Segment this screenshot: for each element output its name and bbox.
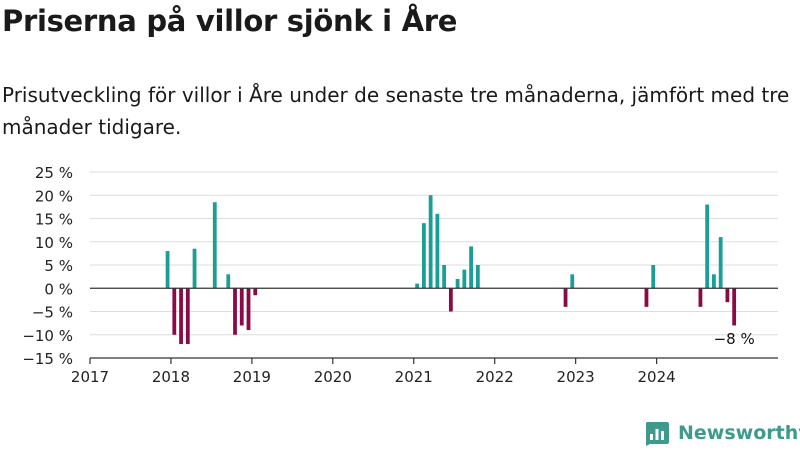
bar <box>712 274 716 289</box>
x-tick-label: 2017 <box>71 368 109 386</box>
bar <box>226 274 231 289</box>
y-tick-label: 10 % <box>35 234 73 252</box>
bar <box>165 251 170 289</box>
bar <box>192 248 197 289</box>
bar <box>698 288 703 307</box>
bar <box>570 274 575 289</box>
axes <box>89 287 778 364</box>
bar <box>651 265 656 289</box>
bar <box>462 269 467 289</box>
bar <box>448 288 453 312</box>
bar <box>246 288 251 331</box>
y-tick-label: 15 % <box>35 211 73 229</box>
annotations: −8 % <box>714 330 755 348</box>
bar <box>421 223 426 289</box>
bar <box>239 288 244 326</box>
bars <box>165 195 737 345</box>
bar <box>469 246 473 289</box>
bar <box>563 288 568 307</box>
bar <box>644 288 649 307</box>
bar <box>172 288 177 335</box>
x-tick-label: 2024 <box>637 368 675 386</box>
last-value-label: −8 % <box>714 330 755 348</box>
bar <box>718 237 723 289</box>
bar <box>705 204 710 289</box>
bar <box>415 283 420 289</box>
bar-chart-icon <box>646 422 669 446</box>
page-subtitle: Prisutveckling för villor i Åre under de… <box>2 83 790 139</box>
bar <box>185 288 190 345</box>
bar <box>725 288 730 303</box>
brand-logo: Newsworthy <box>644 420 800 446</box>
bar <box>212 202 217 289</box>
x-tick-label: 2019 <box>233 368 271 386</box>
y-tick-label: 0 % <box>44 280 73 298</box>
bar <box>253 288 258 296</box>
bar <box>732 288 737 326</box>
y-tick-label: 25 % <box>35 164 73 182</box>
bar <box>455 278 460 289</box>
x-tick-label: 2022 <box>476 368 514 386</box>
y-tick-label: −15 % <box>22 350 73 368</box>
bar <box>428 195 433 289</box>
page-title: Priserna på villor sjönk i Åre <box>2 4 458 38</box>
x-tick-label: 2018 <box>152 368 190 386</box>
brand-name: Newsworthy <box>678 422 800 444</box>
x-tick-label: 2021 <box>395 368 433 386</box>
y-tick-label: 20 % <box>35 187 73 205</box>
x-axis-tick-labels: 2017 2018 2019 2020 2021 2022 2023 2024 <box>71 368 676 386</box>
y-tick-label: 5 % <box>44 257 73 275</box>
y-axis-tick-labels: 25 % 20 % 15 % 10 % 5 % 0 % −5 % −10 % −15 % <box>22 164 73 368</box>
bar <box>435 213 440 289</box>
bar <box>179 288 183 345</box>
x-tick-label: 2020 <box>314 368 352 386</box>
bar <box>233 288 237 335</box>
y-tick-label: −10 % <box>22 327 73 345</box>
x-tick-label: 2023 <box>557 368 595 386</box>
bar <box>475 265 480 289</box>
y-tick-label: −5 % <box>32 304 73 322</box>
bar <box>442 265 447 289</box>
